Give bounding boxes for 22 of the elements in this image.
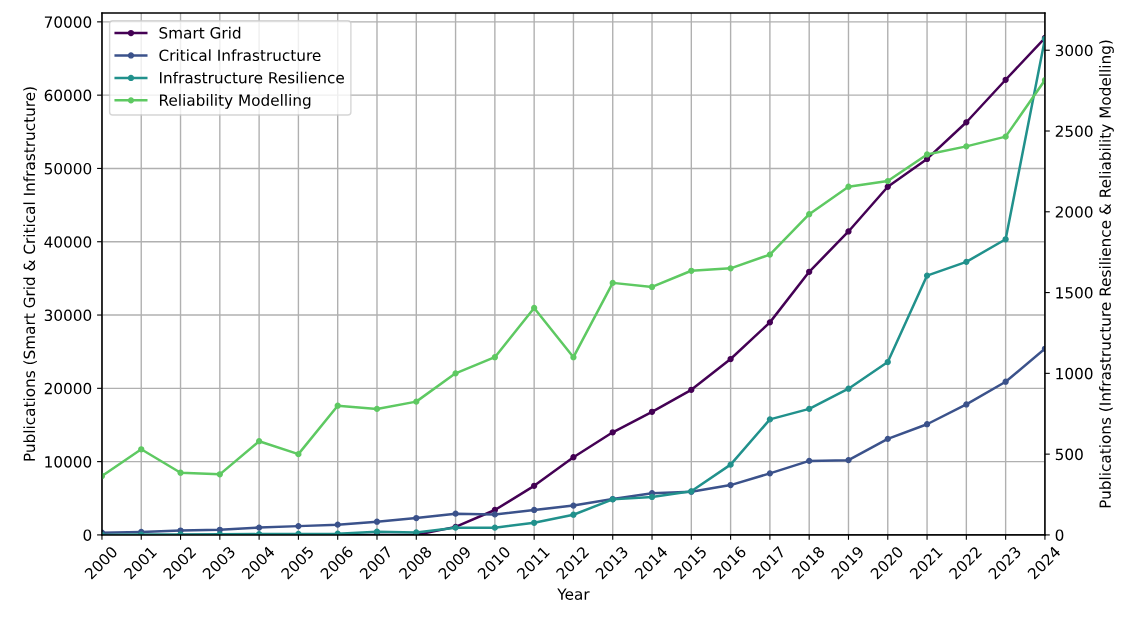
y2-tick-label: 2000 bbox=[1055, 206, 1093, 218]
y2-tick-label: 2500 bbox=[1055, 125, 1093, 138]
y2-axis-title: Publications (Infrastructure Resilience & Reliability Modelling) bbox=[1099, 40, 1114, 508]
y2-tick-label: 500 bbox=[1055, 448, 1083, 461]
y2-tick-label: 0 bbox=[1055, 529, 1064, 541]
x-axis-title: Year bbox=[557, 588, 590, 600]
y2-tick-label: 1500 bbox=[1056, 287, 1093, 299]
y-tick-label: 20000 bbox=[44, 382, 92, 395]
legend-label: Critical Infrastructure bbox=[159, 49, 321, 62]
y-tick-label: 50000 bbox=[44, 162, 92, 175]
y-tick-label: 10000 bbox=[45, 456, 92, 468]
y-tick-label: 30000 bbox=[44, 309, 92, 322]
y2-tick-label: 1000 bbox=[1056, 367, 1093, 380]
y-tick-label: 40000 bbox=[44, 236, 92, 248]
legend-label: Reliability Modelling bbox=[159, 94, 311, 109]
y-tick-label: 0 bbox=[83, 529, 92, 541]
legend-label: Infrastructure Resilience bbox=[159, 71, 344, 84]
y-axis-title: Publications (Smart Grid & Critical Infrastructure) bbox=[23, 87, 37, 461]
y2-tick-label: 3000 bbox=[1055, 44, 1093, 57]
y-tick-label: 60000 bbox=[44, 89, 92, 102]
legend-label: Smart Grid bbox=[159, 26, 241, 39]
y-tick-label: 70000 bbox=[44, 16, 92, 28]
